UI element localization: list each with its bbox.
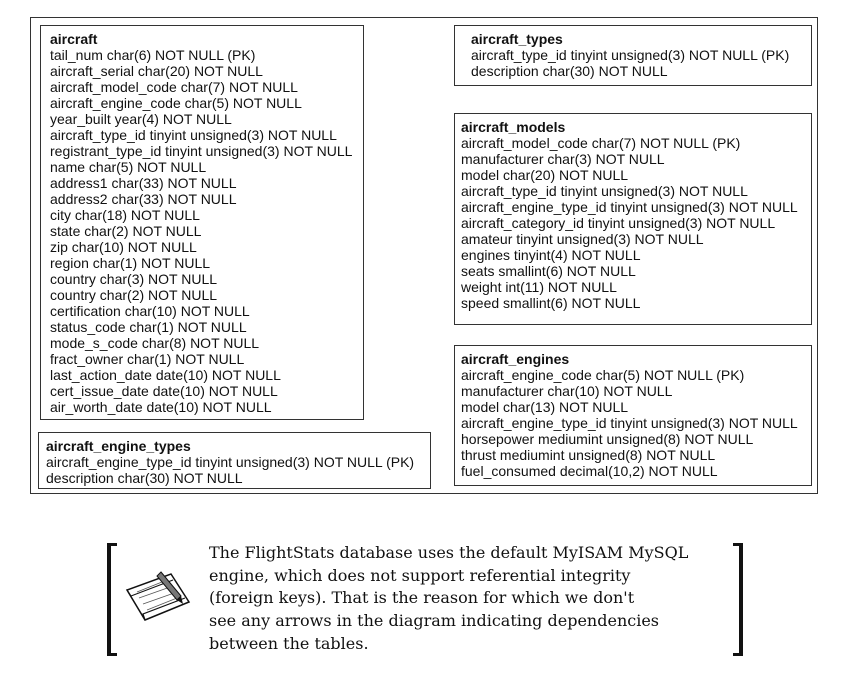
info-note: The FlightStats database uses the defaul…	[105, 540, 745, 660]
table-field: status_code char(1) NOT NULL	[50, 319, 247, 335]
table-field: country char(2) NOT NULL	[50, 287, 218, 303]
table-field: aircraft_type_id tinyint unsigned(3) NOT…	[50, 127, 337, 143]
table-field: registrant_type_id tinyint unsigned(3) N…	[50, 143, 353, 159]
note-line: see any arrows in the diagram indicating…	[209, 611, 660, 631]
table-field: fuel_consumed decimal(10,2) NOT NULL	[461, 463, 718, 479]
table-title: aircraft_engine_types	[46, 438, 191, 454]
note-line: between the tables.	[209, 633, 369, 653]
table-field: thrust mediumint unsigned(8) NOT NULL	[461, 447, 716, 463]
table-field: aircraft_type_id tinyint unsigned(3) NOT…	[471, 47, 790, 63]
table-field: seats smallint(6) NOT NULL	[461, 263, 636, 279]
field-list: aircraft_model_code char(7) NOT NULL (PK…	[461, 135, 811, 311]
note-pen-icon	[125, 571, 191, 621]
table-field: city char(18) NOT NULL	[50, 207, 200, 223]
table-field: weight int(11) NOT NULL	[461, 279, 617, 295]
note-line: The FlightStats database uses the defaul…	[209, 543, 689, 562]
table-field: engines tinyint(4) NOT NULL	[461, 247, 641, 263]
table-field: manufacturer char(10) NOT NULL	[461, 383, 673, 399]
table-field: amateur tinyint unsigned(3) NOT NULL	[461, 231, 704, 247]
table-aircraft-models: aircraft_models aircraft_model_code char…	[454, 113, 812, 325]
table-title: aircraft	[50, 31, 98, 47]
field-list: aircraft_type_id tinyint unsigned(3) NOT…	[471, 47, 811, 79]
table-field: horsepower mediumint unsigned(8) NOT NUL…	[461, 431, 754, 447]
table-field: address1 char(33) NOT NULL	[50, 175, 237, 191]
table-aircraft-types: aircraft_types aircraft_type_id tinyint …	[454, 25, 812, 86]
table-field: tail_num char(6) NOT NULL (PK)	[50, 47, 256, 63]
note-bracket-right	[733, 543, 743, 656]
field-list: aircraft_engine_code char(5) NOT NULL (P…	[461, 367, 811, 479]
table-field: model char(20) NOT NULL	[461, 167, 629, 183]
table-field: manufacturer char(3) NOT NULL	[461, 151, 665, 167]
table-field: description char(30) NOT NULL	[46, 470, 243, 486]
table-field: aircraft_category_id tinyint unsigned(3)…	[461, 215, 776, 231]
table-field: address2 char(33) NOT NULL	[50, 191, 237, 207]
table-field: aircraft_model_code char(7) NOT NULL	[50, 79, 298, 95]
table-field: aircraft_model_code char(7) NOT NULL (PK…	[461, 135, 741, 151]
field-list: aircraft_engine_type_id tinyint unsigned…	[46, 454, 430, 486]
table-field: aircraft_engine_code char(5) NOT NULL (P…	[461, 367, 745, 383]
table-field: certification char(10) NOT NULL	[50, 303, 250, 319]
note-bracket-left	[107, 543, 117, 656]
table-field: speed smallint(6) NOT NULL	[461, 295, 641, 311]
table-title: aircraft_models	[461, 119, 566, 135]
table-field: state char(2) NOT NULL	[50, 223, 202, 239]
table-field: region char(1) NOT NULL	[50, 255, 211, 271]
note-line: (foreign keys). That is the reason for w…	[209, 588, 635, 608]
table-field: fract_owner char(1) NOT NULL	[50, 351, 245, 367]
table-field: mode_s_code char(8) NOT NULL	[50, 335, 260, 351]
table-field: year_built year(4) NOT NULL	[50, 111, 232, 127]
table-field: description char(30) NOT NULL	[471, 63, 668, 79]
table-field: zip char(10) NOT NULL	[50, 239, 197, 255]
table-field: model char(13) NOT NULL	[461, 399, 629, 415]
table-field: cert_issue_date date(10) NOT NULL	[50, 383, 278, 399]
table-field: aircraft_serial char(20) NOT NULL	[50, 63, 263, 79]
table-title: aircraft_engines	[461, 351, 570, 367]
table-field: aircraft_engine_type_id tinyint unsigned…	[461, 199, 798, 215]
table-aircraft: aircraft tail_num char(6) NOT NULL (PK) a…	[40, 25, 364, 420]
note-line: engine, which does not support referenti…	[209, 565, 631, 585]
note-text: The FlightStats database uses the defaul…	[209, 542, 719, 656]
table-field: last_action_date date(10) NOT NULL	[50, 367, 281, 383]
diagram-frame	[30, 17, 818, 494]
table-field: aircraft_engine_type_id tinyint unsigned…	[461, 415, 798, 431]
table-field: aircraft_type_id tinyint unsigned(3) NOT…	[461, 183, 748, 199]
table-field: aircraft_engine_code char(5) NOT NULL	[50, 95, 302, 111]
table-field: name char(5) NOT NULL	[50, 159, 207, 175]
field-list: tail_num char(6) NOT NULL (PK) aircraft_s…	[50, 47, 363, 415]
table-field: aircraft_engine_type_id tinyint unsigned…	[46, 454, 415, 470]
table-title: aircraft_types	[471, 31, 563, 47]
table-aircraft-engines: aircraft_engines aircraft_engine_code ch…	[454, 345, 812, 486]
table-field: country char(3) NOT NULL	[50, 271, 218, 287]
table-aircraft-engine-types: aircraft_engine_types aircraft_engine_ty…	[38, 432, 431, 489]
table-field: air_worth_date date(10) NOT NULL	[50, 399, 272, 415]
